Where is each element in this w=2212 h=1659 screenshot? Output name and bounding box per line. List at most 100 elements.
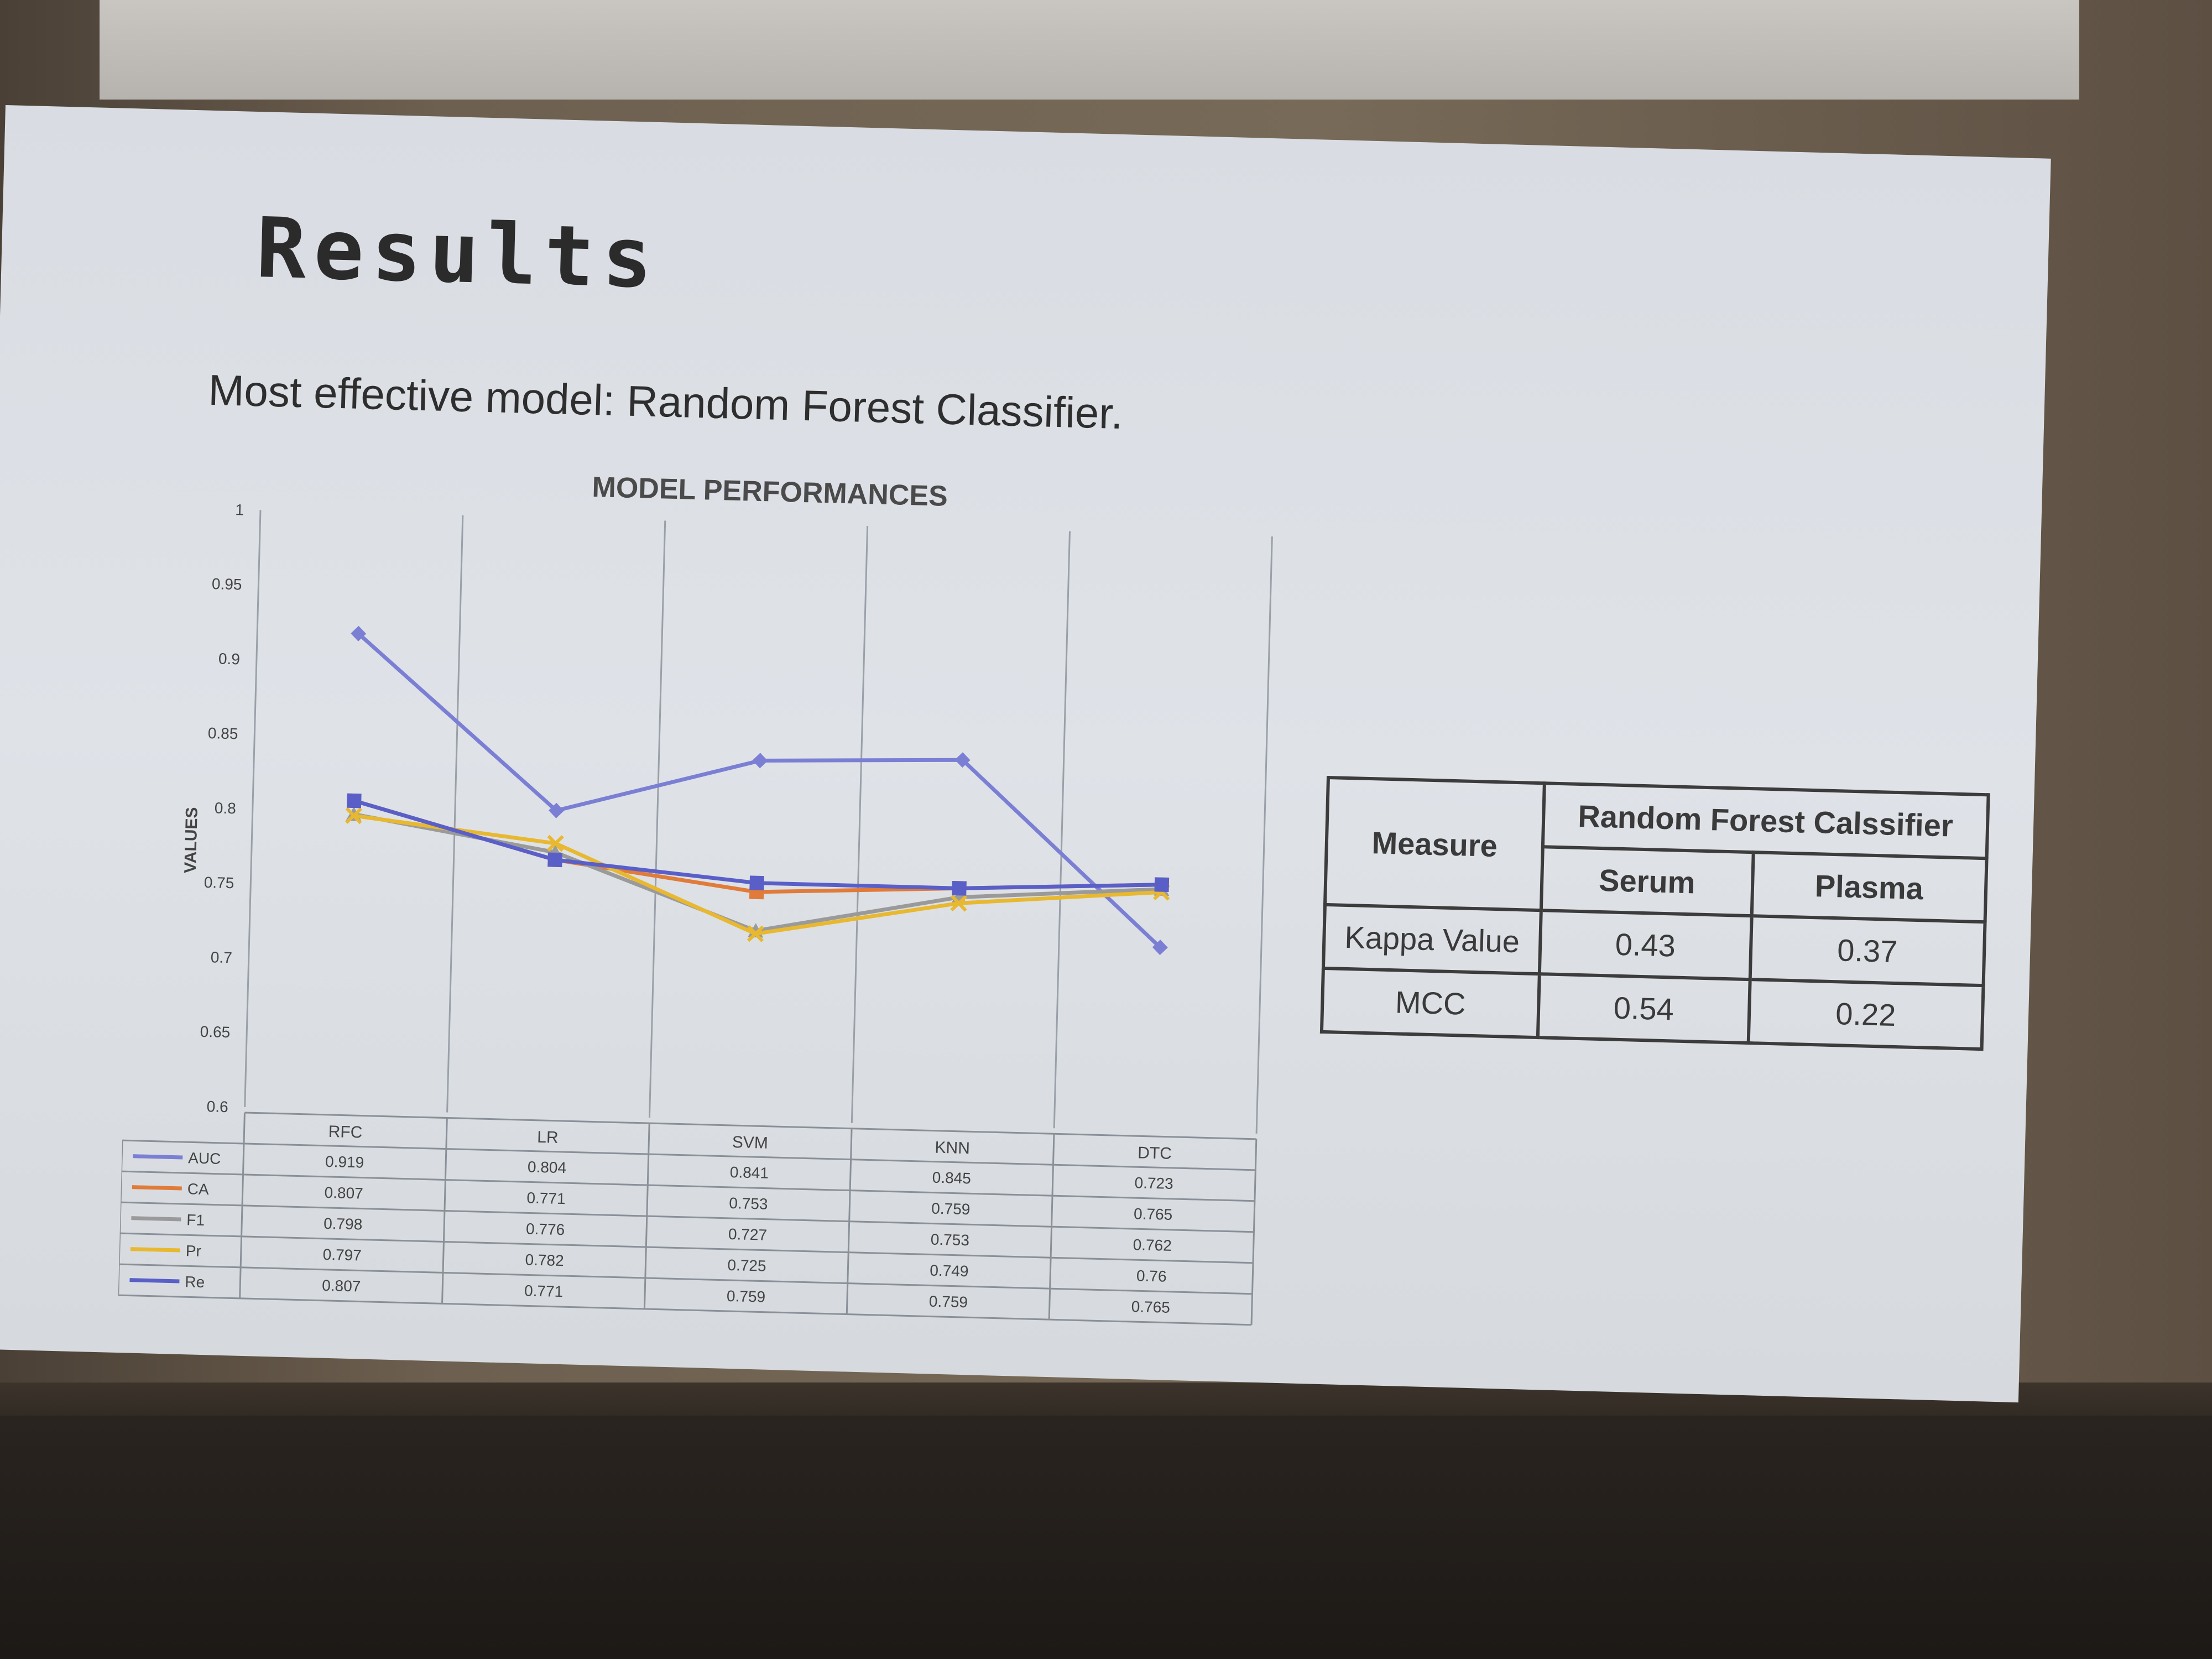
table-gridline bbox=[441, 1118, 448, 1304]
table-gridline bbox=[122, 1139, 1256, 1171]
row-label: Kappa Value bbox=[1323, 904, 1541, 974]
room-floor bbox=[0, 1416, 2212, 1659]
data-label: 0.841 bbox=[729, 1164, 769, 1182]
data-label: 0.762 bbox=[1133, 1236, 1172, 1254]
table-gridline bbox=[643, 1123, 650, 1310]
data-label: 0.771 bbox=[526, 1189, 566, 1207]
legend-swatch-re bbox=[129, 1278, 180, 1284]
table-gridline bbox=[119, 1263, 1253, 1295]
header-group: Random Forest Calssifier bbox=[1542, 783, 1989, 859]
y-tick-label: 0.9 bbox=[218, 650, 241, 667]
data-point-pr bbox=[345, 807, 362, 825]
grid-line bbox=[446, 515, 464, 1113]
y-tick-label: 0.95 bbox=[212, 575, 242, 593]
header-measure: Measure bbox=[1324, 778, 1545, 911]
legend-label: Re bbox=[185, 1273, 205, 1291]
data-point-pr bbox=[546, 834, 564, 852]
legend-label: CA bbox=[187, 1180, 209, 1198]
data-label: 0.749 bbox=[930, 1261, 969, 1280]
grid-line bbox=[244, 510, 262, 1107]
y-tick-label: 1 bbox=[235, 501, 244, 518]
table-gridline bbox=[244, 1112, 1256, 1140]
cell-serum: 0.54 bbox=[1537, 974, 1750, 1044]
data-point-re bbox=[1154, 877, 1170, 893]
x-tick-label: DTC bbox=[1138, 1144, 1172, 1163]
data-label: 0.782 bbox=[525, 1251, 564, 1269]
x-tick-label: LR bbox=[537, 1128, 559, 1147]
table-gridline bbox=[118, 1294, 1252, 1326]
slide-subtitle: Most effective model: Random Forest Clas… bbox=[207, 365, 1124, 439]
table-header-row: Measure Random Forest Calssifier bbox=[1324, 778, 1989, 911]
grid-line bbox=[851, 526, 869, 1123]
data-label: 0.798 bbox=[324, 1215, 363, 1233]
cell-serum: 0.43 bbox=[1539, 910, 1752, 980]
grid-line bbox=[1053, 531, 1071, 1129]
data-label: 0.776 bbox=[526, 1220, 565, 1238]
grid-line bbox=[1255, 536, 1273, 1134]
data-label: 0.845 bbox=[932, 1169, 971, 1187]
legend-label: Pr bbox=[185, 1242, 201, 1260]
x-tick-label: KNN bbox=[935, 1139, 970, 1158]
y-tick-label: 0.6 bbox=[206, 1098, 228, 1115]
table-gridline bbox=[1250, 1139, 1258, 1325]
y-tick-label: 0.75 bbox=[204, 874, 234, 891]
data-table: RFC LR SVM KNN DTC AUC 0.919 0.804 0.841 0.845 0.7… bbox=[117, 1112, 1258, 1326]
table-gridline bbox=[121, 1201, 1254, 1233]
cell-plasma: 0.22 bbox=[1748, 979, 1984, 1050]
chart-title: MODEL PERFORMANCES bbox=[592, 471, 948, 513]
data-label: 0.759 bbox=[727, 1287, 766, 1306]
chart-svg: MODEL PERFORMANCES VALUES 0.6 0.65 0.7 0.75… bbox=[117, 471, 1273, 1326]
data-label: 0.804 bbox=[528, 1158, 567, 1176]
data-point-pr bbox=[950, 894, 968, 912]
projector-screen-casing bbox=[100, 0, 2079, 100]
cell-plasma: 0.37 bbox=[1750, 916, 1985, 986]
data-label: 0.765 bbox=[1134, 1205, 1173, 1223]
table-gridline bbox=[121, 1170, 1255, 1202]
y-axis-ticks: 0.6 0.65 0.7 0.75 0.8 0.85 0.9 0.95 1 bbox=[200, 501, 244, 1115]
grid-line bbox=[648, 520, 666, 1118]
data-label: 0.807 bbox=[324, 1184, 363, 1202]
table-gridline bbox=[117, 1140, 123, 1296]
legend-swatch-ca bbox=[132, 1185, 182, 1191]
y-tick-label: 0.65 bbox=[200, 1023, 230, 1041]
data-point-re bbox=[952, 880, 967, 896]
data-label: 0.753 bbox=[729, 1194, 768, 1213]
model-performance-chart: MODEL PERFORMANCES VALUES 0.6 0.65 0.7 0.75… bbox=[117, 452, 1301, 1366]
data-label: 0.725 bbox=[727, 1256, 766, 1275]
data-label: 0.771 bbox=[524, 1282, 564, 1300]
data-label: 0.76 bbox=[1136, 1267, 1167, 1285]
y-axis-label: VALUES bbox=[181, 807, 201, 873]
data-point-re bbox=[346, 793, 362, 808]
subheader-serum: Serum bbox=[1541, 847, 1754, 916]
legend-swatch-pr bbox=[130, 1247, 180, 1253]
data-point-pr bbox=[747, 925, 764, 942]
x-tick-label: SVM bbox=[732, 1133, 768, 1152]
data-point-auc bbox=[752, 753, 768, 769]
data-point-re bbox=[749, 875, 764, 891]
x-tick-label: RFC bbox=[328, 1123, 362, 1142]
data-label: 0.919 bbox=[325, 1153, 364, 1171]
data-label: 0.759 bbox=[931, 1200, 971, 1218]
y-tick-label: 0.8 bbox=[215, 799, 237, 817]
data-point-re bbox=[547, 852, 562, 868]
data-label: 0.759 bbox=[929, 1292, 968, 1311]
table-gridline bbox=[239, 1112, 246, 1298]
data-label: 0.765 bbox=[1131, 1298, 1170, 1316]
y-tick-label: 0.7 bbox=[210, 948, 232, 966]
data-label: 0.797 bbox=[322, 1246, 362, 1264]
row-label: MCC bbox=[1321, 968, 1540, 1038]
presentation-slide: Results Most effective model: Random For… bbox=[0, 105, 2051, 1403]
legend-label: AUC bbox=[188, 1149, 221, 1167]
data-label: 0.723 bbox=[1134, 1174, 1173, 1192]
table-gridline bbox=[1048, 1134, 1055, 1320]
data-point-auc bbox=[548, 802, 564, 818]
data-point-auc bbox=[954, 752, 971, 768]
data-label: 0.807 bbox=[322, 1277, 361, 1295]
data-point-auc bbox=[351, 625, 367, 641]
table-gridline bbox=[846, 1128, 853, 1314]
chart-grid bbox=[244, 510, 1273, 1134]
subheader-plasma: Plasma bbox=[1751, 852, 1987, 922]
chart-series bbox=[345, 625, 1170, 956]
rf-metrics-table: Measure Random Forest Calssifier Serum P… bbox=[1320, 776, 1990, 1051]
y-tick-label: 0.85 bbox=[207, 724, 238, 742]
